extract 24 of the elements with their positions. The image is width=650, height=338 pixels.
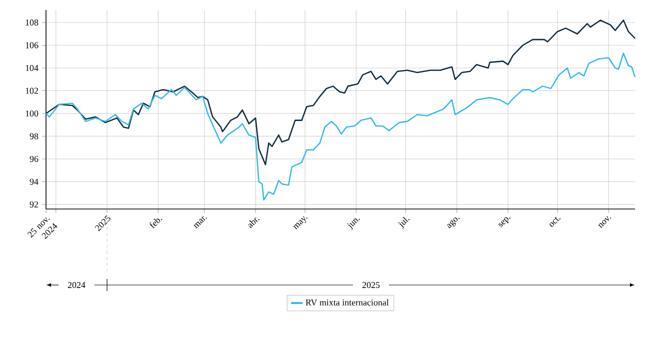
x-tick-label: jun. [347,218,360,230]
x-tick-label: may. [293,216,308,230]
line-series [45,52,636,201]
legend-label: RV mixta internacional [306,299,389,306]
x-tick-label: jul. [398,216,410,229]
y-tick-label: 94 [30,178,38,185]
y-tick-label: 104 [26,64,38,72]
x-tick-label: nov. [598,216,612,228]
y-tick-label: 92 [30,201,38,208]
x-tick-label: feb. [150,218,162,229]
x-tick-label: oct. [550,217,560,227]
text: 2025 [362,282,380,288]
y-tick-label: 108 [26,19,38,26]
x-tick-label: sep. [498,217,510,228]
y-tick-label: 106 [26,42,38,48]
y-tick-label: 98 [30,133,38,140]
y-tick-label: 102 [26,88,38,94]
x-tick-label: ago. [447,217,460,228]
x-tick-label: mar. [194,216,207,229]
text: 2024 [68,282,86,288]
x-tick-label: abr. [248,217,260,228]
line-series [45,20,636,166]
y-tick-label: 100 [26,110,38,117]
y-tick-label: 96 [30,156,38,162]
